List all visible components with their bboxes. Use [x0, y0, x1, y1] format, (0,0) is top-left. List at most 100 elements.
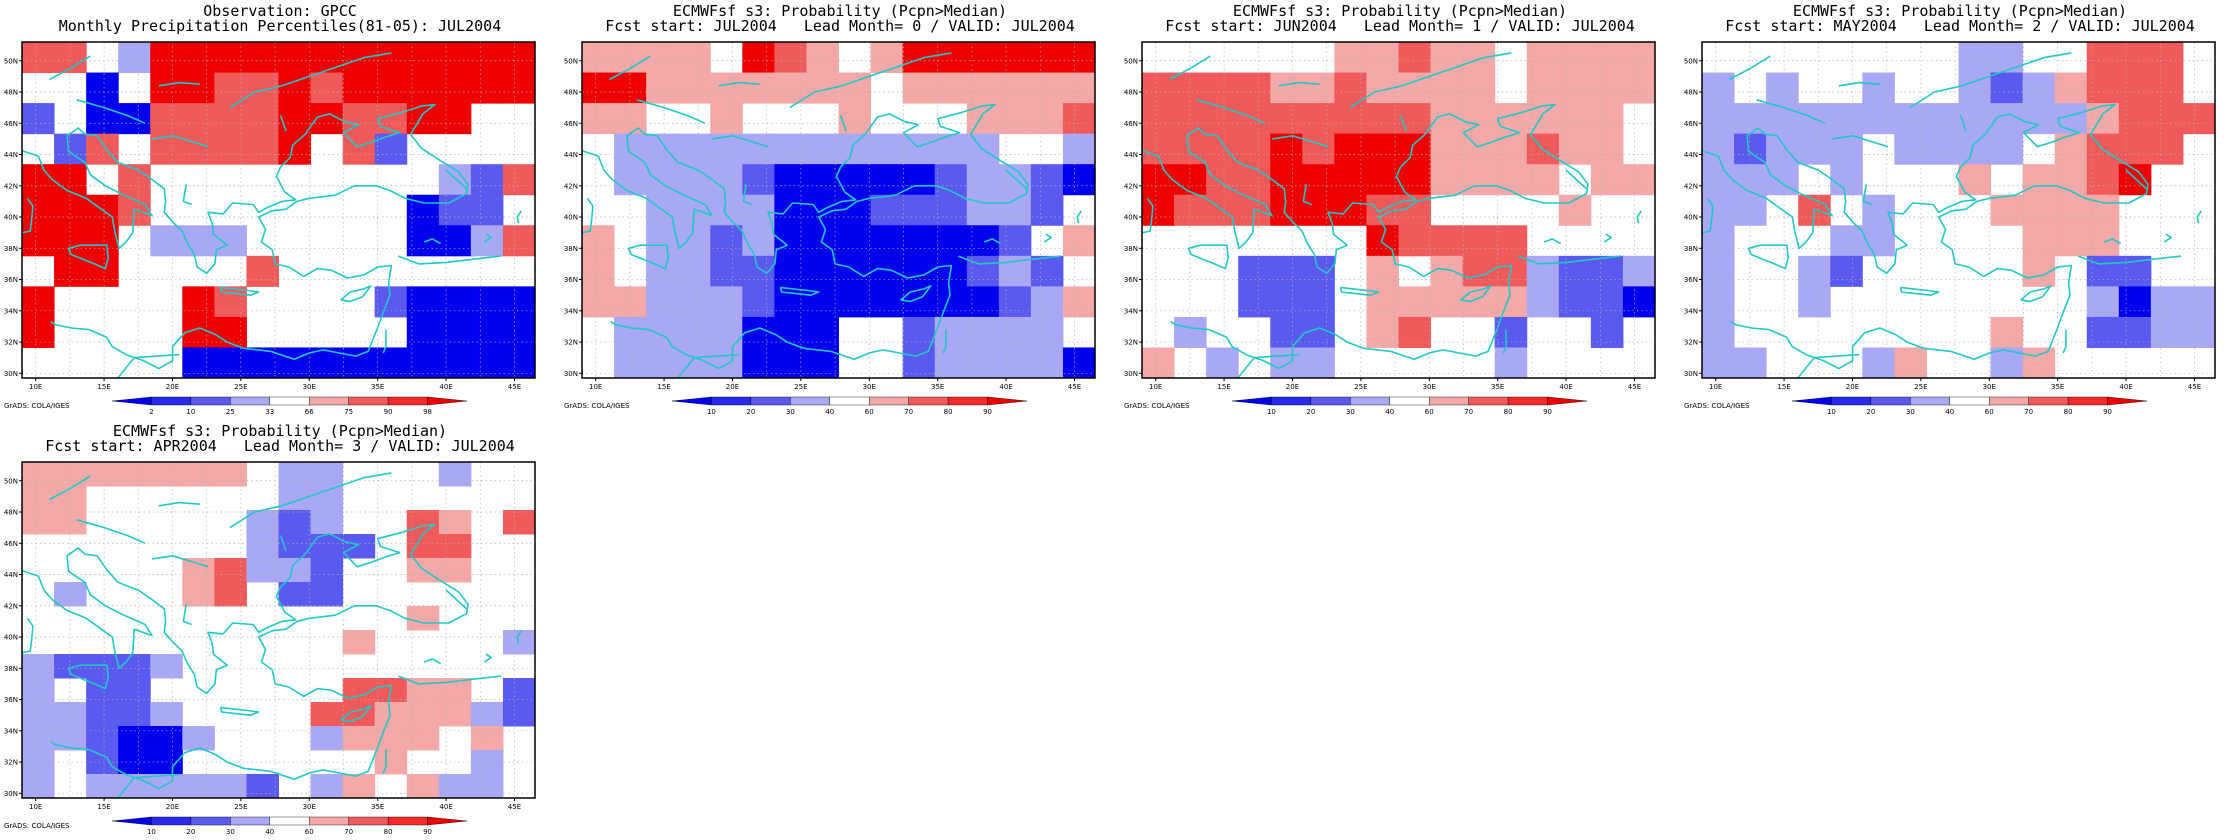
grid-cell — [1062, 225, 1096, 257]
coastline — [789, 52, 952, 109]
grid-cell — [86, 750, 119, 775]
coastline — [516, 210, 522, 224]
map-panel-lead-1: ECMWFsf s3: Probability (Pcpn>Median) Fcs… — [1120, 0, 1680, 420]
colorbar-label: 30 — [786, 408, 795, 416]
grid-cell — [1366, 164, 1399, 196]
grid-cell — [182, 558, 215, 583]
lon-tick-label: 40E — [439, 803, 452, 811]
grid-cell — [2054, 225, 2088, 257]
grid-cell — [438, 462, 472, 487]
coastline — [2103, 238, 2121, 245]
grid-cell — [2022, 72, 2056, 104]
coastline — [158, 81, 200, 87]
grid-cell — [54, 726, 87, 751]
grid-cell — [86, 255, 119, 287]
lon-tick-label: 40E — [1559, 383, 1572, 391]
grid-cell — [582, 286, 615, 318]
grid-cell — [1206, 133, 1239, 165]
grid-cell — [1830, 164, 1863, 196]
grid-cell — [1062, 286, 1096, 318]
grid-cell — [1206, 103, 1239, 135]
colorbar-segment — [387, 396, 428, 406]
grid-cell — [86, 462, 119, 487]
grid-cell — [22, 462, 55, 487]
grid-cell — [182, 462, 215, 487]
grid-cell — [1174, 72, 1207, 104]
grid-cell — [646, 286, 679, 318]
map-subtitle: Monthly Precipitation Percentiles(81-05)… — [58, 17, 502, 35]
grid-cell — [1302, 103, 1335, 135]
coastline — [1278, 81, 1320, 87]
grid-cell — [1590, 103, 1624, 135]
grid-cell — [1558, 286, 1592, 318]
map-subtitle: Fcst start: JUL2004 Lead Month= 0 / VALI… — [605, 17, 1075, 35]
lat-tick-label: 48N — [4, 89, 18, 97]
lat-tick-label: 50N — [4, 477, 18, 485]
grid-cell — [902, 347, 936, 379]
grid-cell — [710, 194, 743, 226]
lon-tick-label: 35E — [371, 803, 384, 811]
coastline — [397, 255, 501, 265]
grid-cell — [742, 194, 775, 226]
map-subtitle: Fcst start: MAY2004 Lead Month= 2 / VALI… — [1725, 17, 2195, 35]
grid-cell — [22, 286, 55, 318]
grid-cell — [2054, 133, 2088, 165]
coastline — [1005, 169, 1028, 190]
grid-cell — [774, 255, 807, 287]
grid-cell — [438, 316, 472, 348]
grid-cell — [2022, 164, 2056, 196]
colorbar-segment — [1429, 396, 1469, 406]
grid-cell — [470, 347, 504, 379]
grid-cell — [1430, 164, 1464, 196]
colorbar-label: 40 — [825, 408, 834, 416]
lon-tick-label: 25E — [234, 383, 247, 391]
colorbar-label: 90 — [1543, 408, 1552, 416]
coastline — [117, 773, 180, 798]
lat-tick-label: 40N — [1684, 214, 1698, 222]
grid-cell — [182, 133, 215, 165]
lat-tick-label: 38N — [4, 245, 18, 253]
grid-cell — [1302, 133, 1335, 165]
grid-cell — [1062, 164, 1096, 196]
lat-tick-label: 36N — [564, 276, 578, 284]
grid-cell — [2022, 225, 2056, 257]
colorbar-label: 70 — [1464, 408, 1473, 416]
lat-tick-label: 38N — [1684, 245, 1698, 253]
colorbar-label: 80 — [384, 828, 393, 836]
colorbar-segment — [987, 396, 1028, 406]
grid-cell — [1798, 255, 1831, 287]
lon-tick-label: 35E — [2051, 383, 2064, 391]
coastline — [1603, 233, 1613, 243]
grid-cell — [806, 255, 839, 287]
coastline — [957, 255, 1061, 265]
grid-cell — [1270, 255, 1303, 287]
grid-cell — [1398, 316, 1432, 348]
colorbar-segment — [869, 396, 909, 406]
grid-cell — [374, 42, 408, 74]
grid-cell — [678, 72, 711, 104]
grid-cell — [54, 486, 87, 511]
grid-cell — [1030, 164, 1064, 196]
colorbar-label: 80 — [1504, 408, 1513, 416]
colorbar-label: 10 — [1827, 408, 1836, 416]
grid-cell — [182, 103, 215, 135]
lat-tick-label: 32N — [1684, 339, 1698, 347]
lon-tick-label: 35E — [1491, 383, 1504, 391]
grid-cell — [214, 558, 247, 583]
grid-cell — [1990, 133, 2024, 165]
colorbar-label: 10 — [1267, 408, 1276, 416]
grid-cell — [118, 678, 151, 703]
grid-cell — [1702, 316, 1735, 348]
grid-cell — [1558, 133, 1592, 165]
grid-cell — [278, 582, 312, 607]
colorbar-segment — [1350, 396, 1390, 406]
grid-cell — [310, 726, 344, 751]
grid-cell — [710, 286, 743, 318]
colorbar-label: 60 — [1985, 408, 1994, 416]
grid-cell — [374, 286, 408, 318]
coastline — [1517, 255, 1621, 265]
grid-cell — [214, 582, 247, 607]
coastline — [1797, 353, 1860, 378]
coastline — [1237, 353, 1300, 378]
lon-tick-label: 45E — [1628, 383, 1641, 391]
